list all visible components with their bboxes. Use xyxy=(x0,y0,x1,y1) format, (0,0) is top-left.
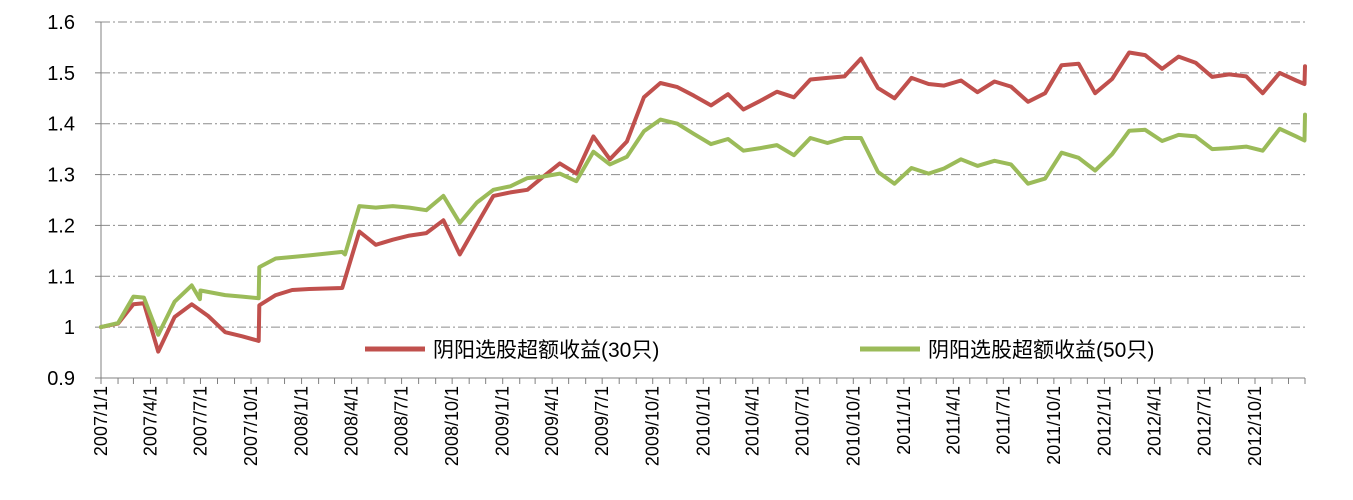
x-tick-label: 2012/1/1 xyxy=(1094,386,1114,456)
x-tick-label: 2012/10/1 xyxy=(1245,386,1265,466)
x-tick-label: 2008/10/1 xyxy=(442,386,462,466)
y-tick-label: 1.4 xyxy=(47,114,75,136)
x-tick-label: 2007/7/1 xyxy=(190,386,210,456)
x-tick-label: 2009/1/1 xyxy=(493,386,513,456)
x-tick-label: 2009/10/1 xyxy=(643,386,663,466)
legend-label-2: 阴阳选股超额收益(50只) xyxy=(928,339,1154,362)
x-tick-label: 2010/7/1 xyxy=(793,386,813,456)
grid xyxy=(101,21,1305,328)
series-line-2 xyxy=(99,112,1307,337)
x-tick-label: 2009/4/1 xyxy=(542,386,562,456)
x-tick-label: 2007/10/1 xyxy=(241,386,261,466)
x-tick-label: 2008/1/1 xyxy=(292,386,312,456)
y-tick-label: 1.5 xyxy=(47,63,75,85)
x-tick-label: 2011/4/1 xyxy=(943,386,963,455)
x-tick-label: 2012/7/1 xyxy=(1194,386,1214,456)
x-tick-label: 2008/4/1 xyxy=(342,386,362,456)
x-tick-label: 2009/7/1 xyxy=(592,386,612,456)
x-tick-label: 2008/7/1 xyxy=(392,386,412,456)
x-tick-label: 2010/10/1 xyxy=(843,386,863,466)
series xyxy=(99,50,1307,354)
axes: 0.9 1 1.1 1.2 1.3 1.4 1.5 1.6 2007/1/1 2007/4/1 20… xyxy=(47,12,1306,466)
legend-label-1: 阴阳选股超额收益(30只) xyxy=(433,339,659,362)
y-tick-label: 1.2 xyxy=(47,215,75,237)
x-tick-label: 2007/1/1 xyxy=(91,386,111,456)
x-tick-label: 2007/4/1 xyxy=(140,386,160,456)
y-tick-label: 1.6 xyxy=(47,12,75,34)
y-tick-label: 1.3 xyxy=(47,165,75,187)
y-tick-label: 0.9 xyxy=(47,368,75,390)
x-tick-label: 2011/10/1 xyxy=(1044,386,1064,465)
y-tick-label: 1 xyxy=(64,317,75,339)
series-line-1 xyxy=(99,50,1307,354)
x-tick-label: 2011/1/1 xyxy=(894,386,914,455)
x-tick-label: 2011/7/1 xyxy=(993,386,1013,455)
x-tick-label: 2012/4/1 xyxy=(1144,386,1164,456)
x-tick-label: 2010/1/1 xyxy=(693,386,713,456)
y-tick-label: 1.1 xyxy=(47,266,75,288)
legend: 阴阳选股超额收益(30只) 阴阳选股超额收益(50只) xyxy=(365,339,1154,362)
x-tick-label: 2010/4/1 xyxy=(743,386,763,456)
